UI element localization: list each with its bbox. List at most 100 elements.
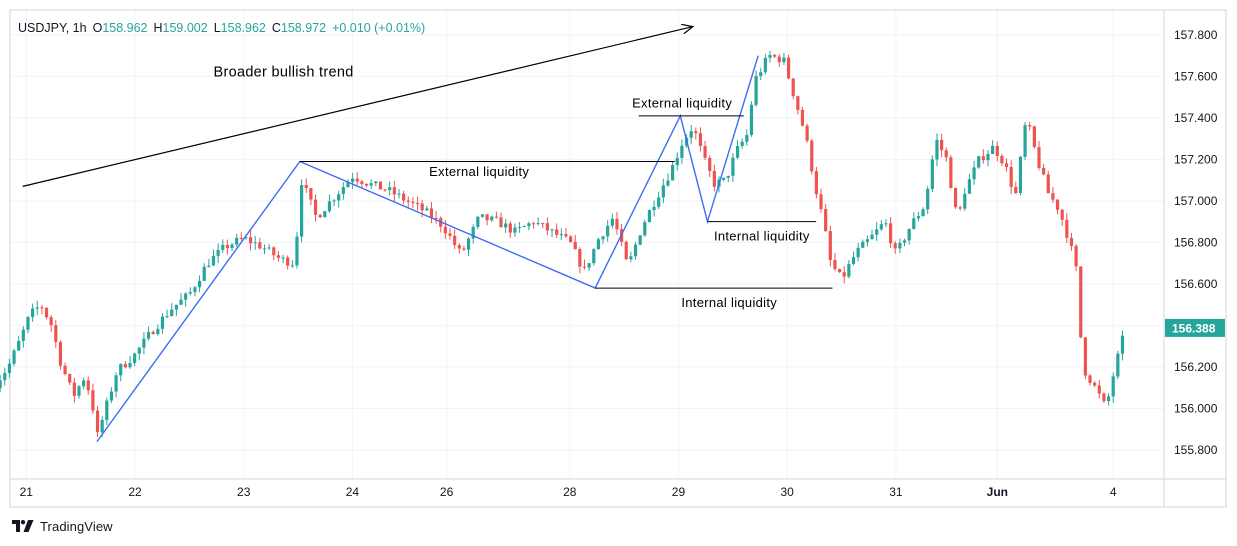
candle-body <box>21 329 25 341</box>
price-tick-label: 156.000 <box>1174 401 1218 415</box>
candle-body <box>522 226 526 228</box>
candle-body <box>582 266 587 268</box>
broader-bullish-trend-label[interactable]: Broader bullish trend <box>213 64 353 80</box>
candle-body <box>12 350 16 364</box>
candle-body <box>861 241 865 248</box>
candle-up <box>633 241 638 260</box>
candle-body <box>675 157 679 166</box>
candle-up <box>77 385 81 399</box>
candle-up <box>596 237 601 250</box>
external-liquidity-label-1[interactable]: External liquidity <box>429 164 529 179</box>
candle-body <box>466 238 471 250</box>
candle-up <box>114 372 118 398</box>
candle-up <box>851 251 856 266</box>
candle-up <box>397 188 401 199</box>
price-tick-label: 156.800 <box>1174 235 1218 249</box>
candle-down <box>1004 158 1009 172</box>
external-liquidity-label-2[interactable]: External liquidity <box>632 96 732 111</box>
candle-body <box>902 240 907 243</box>
last-price-tag[interactable] <box>1165 318 1225 337</box>
candle-body <box>749 104 754 135</box>
internal-liquidity-label-2[interactable]: Internal liquidity <box>681 295 777 310</box>
candle-body <box>63 365 67 375</box>
candle-up <box>1111 372 1115 403</box>
candle-body <box>160 316 165 329</box>
candle-body <box>193 287 197 293</box>
internal-liquidity-label-1[interactable]: Internal liquidity <box>714 228 810 243</box>
time-tick-label: 21 <box>20 485 34 499</box>
candle-up <box>235 233 239 248</box>
candle-down <box>555 223 559 238</box>
candle-down <box>796 95 800 115</box>
candle-body <box>1074 245 1078 267</box>
candle-body <box>731 157 735 176</box>
candle-up <box>480 214 485 218</box>
candle-body <box>508 223 512 233</box>
candle-body <box>828 231 832 260</box>
candle-down <box>318 213 322 218</box>
candle-body <box>926 189 930 210</box>
candle-down <box>63 362 67 376</box>
candle-down <box>698 127 703 152</box>
candle-up <box>504 219 508 233</box>
candle-body <box>225 244 229 249</box>
tradingview-logo-icon[interactable] <box>12 520 34 532</box>
candle-body <box>1037 147 1041 168</box>
candle-down <box>364 183 369 188</box>
broader-bullish-trend-arrow[interactable] <box>22 27 693 187</box>
candle-body <box>1102 393 1106 402</box>
zigzag-swing-structure[interactable] <box>96 55 759 443</box>
candle-down <box>568 235 573 243</box>
candle-body <box>58 341 63 366</box>
candle-body <box>415 202 420 204</box>
candle-down <box>940 133 944 158</box>
candle-body <box>184 293 188 300</box>
candle-down <box>777 54 781 67</box>
candle-body <box>1065 219 1069 238</box>
candle-down <box>1014 181 1018 195</box>
high-value: 159.002 <box>163 21 208 35</box>
candle-down <box>995 141 999 162</box>
price-tick-label: 157.800 <box>1174 28 1218 42</box>
candle-body <box>740 141 744 147</box>
candle-up <box>341 182 345 200</box>
candle-body <box>708 157 712 171</box>
candle-body <box>712 170 716 187</box>
candle-down <box>86 376 90 395</box>
candle-up <box>875 222 879 241</box>
candle-down <box>360 179 364 189</box>
candle-up <box>722 177 726 182</box>
candle-up <box>1018 155 1023 196</box>
candle-body <box>875 229 879 235</box>
candle-body <box>40 307 44 309</box>
candle-body <box>299 184 304 237</box>
candle-up <box>295 231 299 269</box>
candle-down <box>949 155 953 189</box>
candle-up <box>643 219 647 237</box>
price-axis[interactable]: 155.800156.000156.200156.400156.600156.8… <box>1165 28 1225 457</box>
candle-body <box>573 241 577 250</box>
candle-body <box>406 200 410 202</box>
candle-body <box>128 363 132 368</box>
candle-body <box>898 242 902 249</box>
time-axis[interactable]: 21 22 23 24 26 28 29 30 31 Jun 4 <box>20 485 1117 499</box>
candle-down <box>541 222 545 229</box>
candle-body <box>290 265 294 267</box>
price-tick-label: 157.200 <box>1174 152 1218 166</box>
candle-body <box>72 382 76 396</box>
candle-body <box>703 146 707 158</box>
candle-body <box>17 340 21 351</box>
candle-down <box>485 214 489 226</box>
candle-up <box>188 287 192 296</box>
candle-body <box>930 159 934 190</box>
close-label: C <box>272 21 281 35</box>
candle-up <box>267 243 271 250</box>
brand-name[interactable]: TradingView <box>40 518 113 534</box>
candle-body <box>82 380 86 387</box>
candle-up <box>916 211 921 222</box>
candle-down <box>91 383 95 414</box>
candle-up <box>197 275 202 293</box>
candle-body <box>374 181 378 184</box>
candle-down <box>773 53 777 59</box>
